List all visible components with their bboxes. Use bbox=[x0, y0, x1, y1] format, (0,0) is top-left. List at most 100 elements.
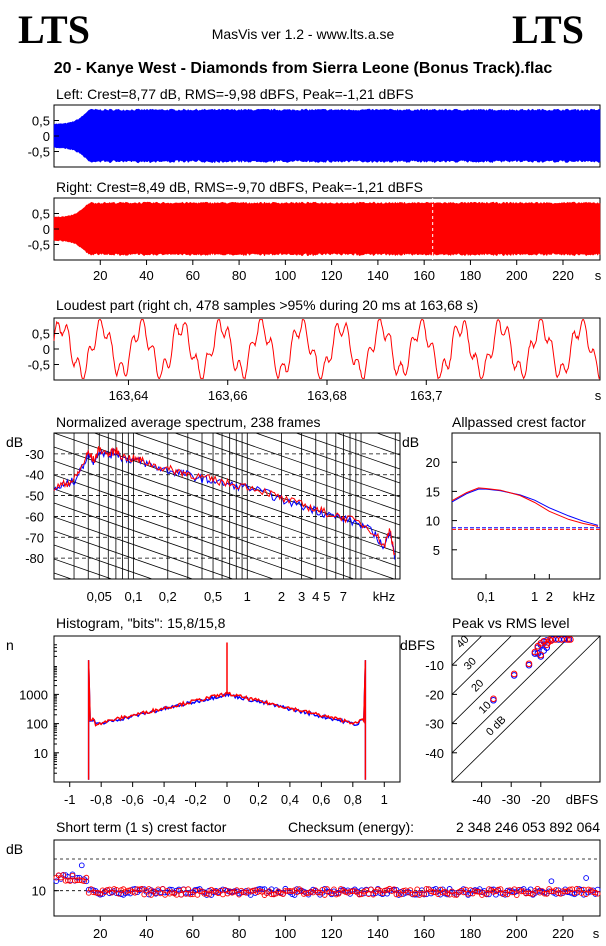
short-term-point-left bbox=[53, 878, 60, 885]
waveform-area-left bbox=[53, 108, 601, 164]
short-term-point-left bbox=[78, 862, 85, 869]
short-term-point-left bbox=[583, 875, 589, 881]
spectrum-slope-line bbox=[173, 433, 400, 512]
crest-ytick-label: 15 bbox=[426, 484, 440, 499]
spectrum-slope-line bbox=[294, 433, 400, 470]
loudest-ytick-label: -0,5 bbox=[28, 358, 50, 373]
crest-ytick-label: 20 bbox=[426, 455, 440, 470]
peak-rms-ytick-label: -30 bbox=[425, 717, 444, 732]
spectrum-slope-line bbox=[54, 474, 356, 579]
short-term-point-right bbox=[474, 888, 481, 895]
short-term-point-right bbox=[518, 888, 525, 895]
crest-ytick-label: 10 bbox=[426, 514, 440, 529]
spectrum-ytick-label: -80 bbox=[25, 551, 44, 566]
histogram-title: Histogram, "bits": 15,8/15,8 bbox=[56, 615, 226, 631]
short-term-point-right bbox=[555, 890, 562, 897]
spectrum-slope-line bbox=[54, 307, 400, 427]
waveform-xtick-label: 80 bbox=[232, 268, 246, 283]
spectrum-slope-line bbox=[54, 502, 275, 579]
short-term-point-right bbox=[423, 886, 430, 892]
short-term-point-right bbox=[430, 889, 437, 896]
short-term-point-right bbox=[571, 890, 578, 896]
spectrum-frame bbox=[53, 432, 401, 580]
short-term-point-right bbox=[527, 890, 534, 897]
crest-xtick-label: 0,1 bbox=[477, 589, 495, 604]
short-term-xtick-label: 160 bbox=[413, 926, 435, 941]
spectrum-xtick-label: 2 bbox=[278, 589, 285, 604]
short-term-xunit-label: s bbox=[593, 926, 600, 941]
loudest-xtick-label: 163,66 bbox=[208, 388, 248, 403]
peak-rms-diagonal bbox=[452, 636, 542, 725]
short-term-point-right bbox=[331, 886, 337, 893]
spectrum-slope-line bbox=[54, 713, 400, 833]
short-term-xtick-label: 220 bbox=[552, 926, 574, 941]
histogram-xtick-label: 1 bbox=[381, 792, 388, 807]
short-term-point-right bbox=[543, 891, 550, 897]
spectrum-xtick-label: 4 bbox=[312, 589, 319, 604]
short-term-point-right bbox=[567, 886, 573, 893]
peak-rms-point-right bbox=[567, 636, 574, 643]
short-term-point-right bbox=[321, 892, 328, 898]
loudest-xtick-label: 163,68 bbox=[307, 388, 347, 403]
short-term-point-right bbox=[368, 886, 374, 893]
spectrum-slope-line bbox=[214, 433, 400, 498]
short-term-xtick-label: 80 bbox=[232, 926, 246, 941]
short-term-point-right bbox=[220, 891, 226, 898]
short-term-point-right bbox=[483, 891, 490, 897]
peak-rms-ytick-label: -20 bbox=[425, 687, 444, 702]
spectrum-slope-line bbox=[54, 460, 396, 579]
short-term-xtick-label: 20 bbox=[93, 926, 107, 941]
short-term-point-left bbox=[502, 891, 508, 898]
spectrum-slope-line bbox=[335, 433, 400, 456]
spectrum-xtick-label: 0,05 bbox=[87, 589, 112, 604]
spectrum-xunit-label: kHz bbox=[373, 589, 395, 604]
short-term-xtick-label: 60 bbox=[186, 926, 200, 941]
short-term-point-right bbox=[497, 886, 504, 892]
waveform-ytick-label-right: 0 bbox=[43, 222, 50, 237]
short-term-xtick-label: 200 bbox=[506, 926, 528, 941]
loudest-xtick-label: 163,7 bbox=[410, 388, 443, 403]
spectrum-slope-line bbox=[54, 488, 315, 579]
spectrum-xtick-label: 0,5 bbox=[204, 589, 222, 604]
peak-rms-point-right bbox=[525, 660, 533, 668]
lts-logo-right: LTS bbox=[512, 7, 584, 52]
checksum-label: Checksum (energy): bbox=[288, 819, 414, 835]
short-term-point-right bbox=[206, 891, 212, 898]
short-term-point-right bbox=[178, 891, 185, 898]
waveform-xtick-label: 220 bbox=[552, 268, 574, 283]
peak-rms-frame bbox=[451, 635, 601, 783]
histogram-xtick-label: 0,6 bbox=[312, 792, 330, 807]
waveform-ytick-label-right: -0,5 bbox=[28, 238, 50, 253]
waveform-title-right: Right: Crest=8,49 dB, RMS=-9,70 dBFS, Pe… bbox=[56, 179, 423, 195]
waveform-ytick-label-right: 0,5 bbox=[32, 207, 50, 222]
short-term-point-right bbox=[95, 890, 101, 896]
short-term-point-right bbox=[314, 889, 321, 896]
short-term-point-right bbox=[451, 891, 458, 898]
short-term-point-right bbox=[421, 891, 428, 897]
loudest-part-title: Loudest part (right ch, 478 samples >95%… bbox=[56, 297, 478, 313]
short-term-crest-title: Short term (1 s) crest factor bbox=[56, 819, 227, 835]
crest-xunit-label: kHz bbox=[573, 589, 595, 604]
peak-rms-point-right bbox=[510, 670, 518, 678]
file-title: 20 - Kanye West - Diamonds from Sierra L… bbox=[53, 60, 553, 77]
peak-rms-point-right bbox=[564, 636, 571, 643]
waveform-title-left: Left: Crest=8,77 dB, RMS=-9,98 dBFS, Pea… bbox=[56, 86, 414, 102]
histogram-ytick-label: 1000 bbox=[19, 687, 48, 702]
crest-title: Allpassed crest factor bbox=[452, 414, 586, 430]
spectrum-title: Normalized average spectrum, 238 frames bbox=[56, 414, 321, 430]
short-term-point-right bbox=[541, 890, 548, 897]
app-title: MasVis ver 1.2 - www.lts.a.se bbox=[211, 26, 395, 42]
short-term-point-right bbox=[335, 890, 342, 897]
spectrum-slope-line bbox=[54, 265, 400, 385]
short-term-point-right bbox=[407, 887, 414, 893]
peak-rms-diagonal bbox=[452, 636, 600, 782]
spectrum-ylabel: dB bbox=[6, 434, 23, 450]
spectrum-xtick-label: 0,2 bbox=[159, 589, 177, 604]
waveform-ytick-label-left: 0,5 bbox=[32, 114, 50, 129]
short-term-point-left bbox=[548, 878, 555, 885]
histogram-ylabel: n bbox=[6, 637, 14, 653]
short-term-point-right bbox=[490, 889, 497, 895]
histogram-xtick-label: -0,4 bbox=[153, 792, 175, 807]
